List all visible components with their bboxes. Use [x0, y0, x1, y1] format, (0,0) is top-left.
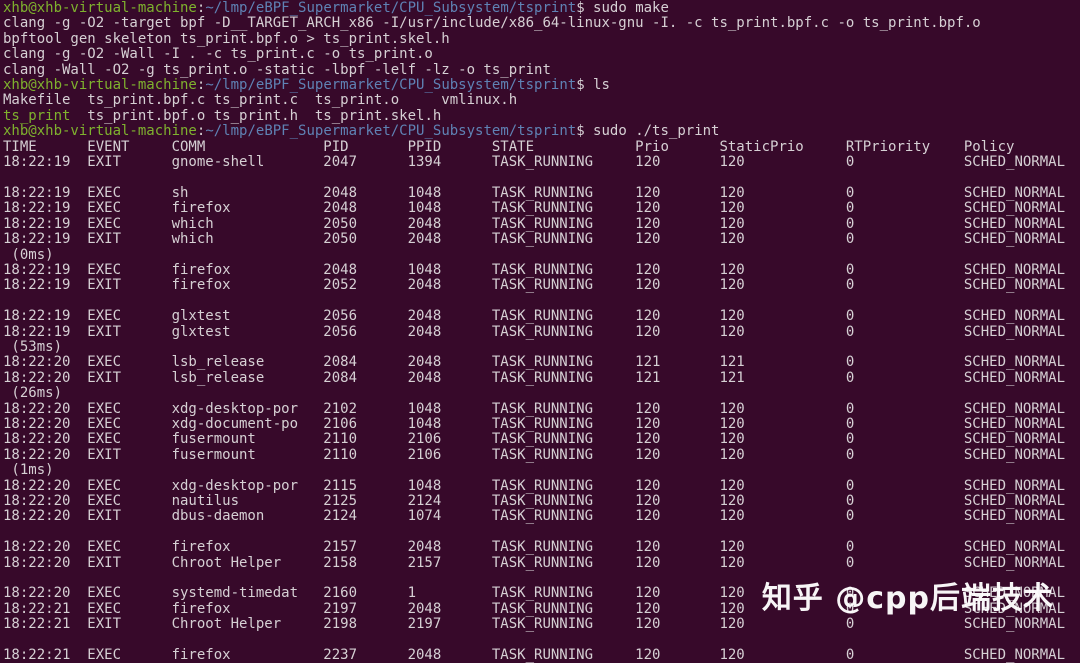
terminal-line: clang -g -O2 -target bpf -D__TARGET_ARCH… — [3, 15, 981, 32]
table-row: 18:22:20 EXIT Chroot Helper 2158 2157 TA… — [3, 554, 1066, 571]
table-row: 18:22:20 EXIT fusermount 2110 2106 TASK_… — [3, 446, 1066, 463]
green-text: xhb@xhb-virtual-machine — [3, 0, 197, 16]
duration-note: (0ms) — [3, 246, 54, 263]
terminal-line — [3, 294, 1080, 309]
table-row: 18:22:20 EXEC firefox 2157 2048 TASK_RUN… — [3, 539, 1066, 556]
terminal-line: Makefile ts_print.bpf.c ts_print.c ts_pr… — [3, 92, 518, 109]
terminal-line — [3, 525, 1080, 540]
table-row: 18:22:19 EXIT which 2050 2048 TASK_RUNNI… — [3, 231, 1066, 248]
table-row: 18:22:21 EXIT Chroot Helper 2198 2197 TA… — [3, 616, 1066, 633]
table-row: 18:22:21 EXEC firefox 2237 2048 TASK_RUN… — [3, 647, 1066, 663]
terminal-screen: xhb@xhb-virtual-machine:~/lmp/eBPF_Super… — [3, 0, 1080, 663]
terminal-line: ts_print ts_print.bpf.o ts_print.h ts_pr… — [3, 107, 442, 124]
table-row: 18:22:20 EXEC xdg-desktop-por 2102 1048 … — [3, 400, 1066, 417]
table-row: 18:22:19 EXIT glxtest 2056 2048 TASK_RUN… — [3, 323, 1066, 340]
table-row: 18:22:19 EXIT firefox 2052 2048 TASK_RUN… — [3, 277, 1066, 294]
table-row: 18:22:20 EXEC xdg-document-po 2106 1048 … — [3, 415, 1066, 432]
terminal-line: clang -g -O2 -Wall -I . -c ts_print.c -o… — [3, 46, 433, 63]
blue-text: ~/lmp/eBPF_Supermarket/CPU_Subsystem/tsp… — [205, 77, 577, 94]
table-row: 18:22:20 EXEC systemd-timedat 2160 1 TAS… — [3, 585, 1066, 602]
duration-note: (26ms) — [3, 385, 63, 402]
table-row: 18:22:19 EXEC firefox 2048 1048 TASK_RUN… — [3, 261, 1066, 278]
table-row: 18:22:19 EXEC glxtest 2056 2048 TASK_RUN… — [3, 308, 1066, 325]
terminal-line — [3, 633, 1080, 648]
green-text: ts_print — [3, 107, 71, 124]
blue-text: ~/lmp/eBPF_Supermarket/CPU_Subsystem/tsp… — [205, 0, 577, 16]
table-row: 18:22:20 EXIT dbus-daemon 2124 1074 TASK… — [3, 508, 1066, 525]
table-row: 18:22:20 EXEC xdg-desktop-por 2115 1048 … — [3, 477, 1066, 494]
terminal-line: clang -Wall -O2 -g ts_print.o -static -l… — [3, 61, 551, 78]
table-row: 18:22:19 EXEC firefox 2048 1048 TASK_RUN… — [3, 200, 1066, 217]
table-row: 18:22:19 EXIT gnome-shell 2047 1394 TASK… — [3, 154, 1066, 171]
prompt-line: xhb@xhb-virtual-machine:~/lmp/eBPF_Super… — [3, 0, 669, 16]
terminal-line — [3, 170, 1080, 185]
prompt-line: xhb@xhb-virtual-machine:~/lmp/eBPF_Super… — [3, 123, 720, 140]
table-row: 18:22:20 EXEC nautilus 2125 2124 TASK_RU… — [3, 493, 1066, 509]
terminal-line: bpftool gen skeleton ts_print.bpf.o > ts… — [3, 30, 450, 47]
blue-text: ~/lmp/eBPF_Supermarket/CPU_Subsystem/tsp… — [205, 123, 577, 140]
table-row: 18:22:19 EXEC which 2050 2048 TASK_RUNNI… — [3, 215, 1066, 232]
table-row: 18:22:20 EXEC fusermount 2110 2106 TASK_… — [3, 431, 1066, 448]
terminal-line — [3, 571, 1080, 586]
green-text: xhb@xhb-virtual-machine — [3, 123, 197, 140]
table-row: 18:22:20 EXEC lsb_release 2084 2048 TASK… — [3, 354, 1066, 371]
duration-note: (53ms) — [3, 338, 63, 355]
table-row: 18:22:20 EXIT lsb_release 2084 2048 TASK… — [3, 369, 1066, 386]
table-row: 18:22:19 EXEC sh 2048 1048 TASK_RUNNING … — [3, 184, 1066, 201]
table-header-row: TIME EVENT COMM PID PPID STATE Prio Stat… — [3, 138, 1015, 155]
table-row: 18:22:21 EXEC firefox 2197 2048 TASK_RUN… — [3, 600, 1066, 617]
green-text: xhb@xhb-virtual-machine — [3, 77, 197, 94]
prompt-line: xhb@xhb-virtual-machine:~/lmp/eBPF_Super… — [3, 77, 610, 94]
duration-note: (1ms) — [3, 462, 54, 479]
